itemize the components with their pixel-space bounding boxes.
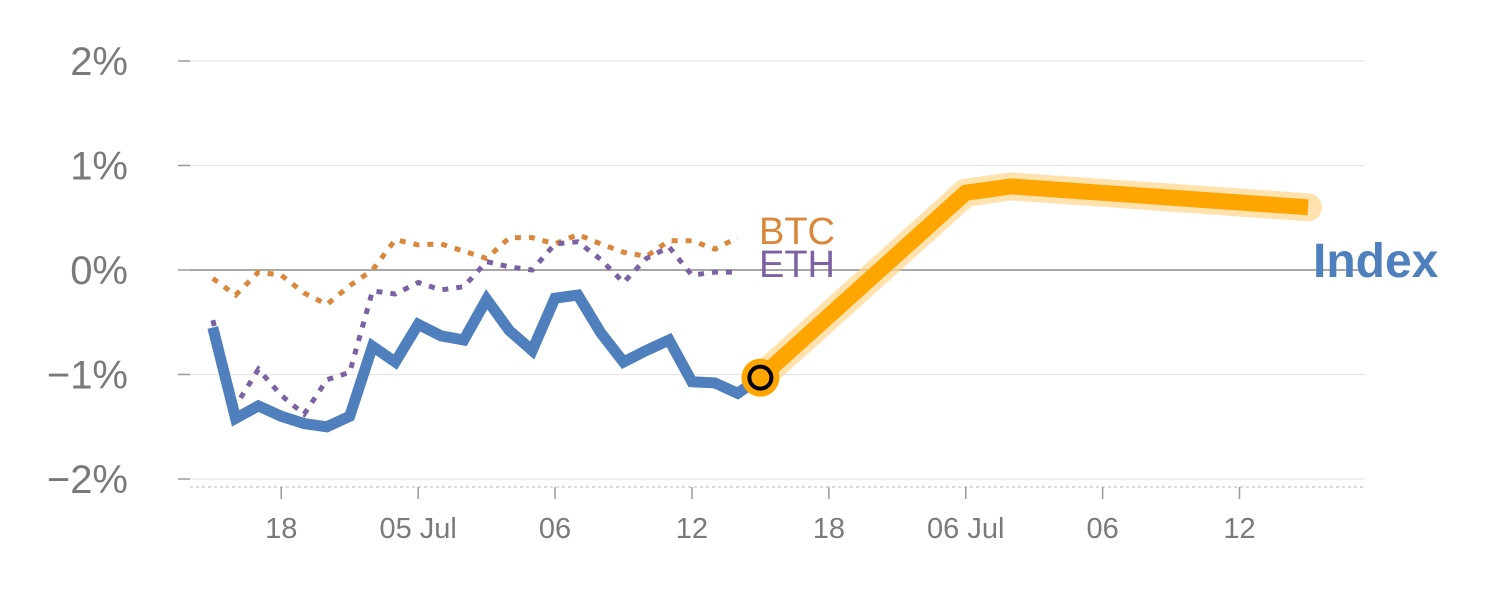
x-tick-label: 05 Jul [379, 513, 456, 545]
x-tick-label: 06 Jul [927, 513, 1004, 545]
index-label: Index [1313, 235, 1439, 288]
btc-label: BTC [759, 211, 835, 253]
series-labels: BTC ETH Index [759, 211, 1439, 288]
marker-point [747, 364, 774, 391]
projection-line [755, 178, 1309, 384]
index-line [207, 289, 764, 433]
x-tick-label: 06 [1086, 513, 1118, 545]
y-tick-label: 1% [70, 145, 128, 189]
x-tick-label: 12 [676, 513, 708, 545]
projection [741, 172, 1322, 397]
eth-label: ETH [759, 244, 835, 286]
x-axis: 18 05 Jul 06 12 18 06 Jul 06 12 [190, 486, 1365, 545]
x-tick-label: 12 [1223, 513, 1255, 545]
y-axis: 2% 1% 0% −1% −2% [47, 40, 190, 502]
series-lines [207, 231, 764, 433]
y-tick-label: −1% [47, 354, 128, 398]
btc-line [211, 231, 739, 308]
y-tick-label: −2% [47, 458, 128, 502]
y-tick-label: 2% [70, 40, 128, 84]
projection-halo [746, 172, 1322, 392]
x-tick-label: 18 [813, 513, 845, 545]
x-tick-label: 06 [539, 513, 571, 545]
x-tick-label: 18 [265, 513, 297, 545]
y-tick-label: 0% [70, 249, 128, 293]
gridlines [190, 60, 1365, 480]
